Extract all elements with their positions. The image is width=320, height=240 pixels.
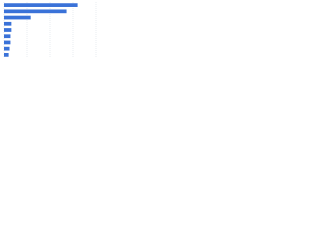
bar: [4, 53, 9, 57]
bar: [4, 3, 78, 7]
bar: [4, 46, 10, 51]
bar: [4, 9, 67, 14]
bar: [4, 40, 11, 45]
chart: [3, 2, 97, 58]
bar: [4, 28, 12, 32]
bar: [4, 34, 11, 39]
bar: [4, 15, 31, 20]
bar: [4, 21, 12, 26]
